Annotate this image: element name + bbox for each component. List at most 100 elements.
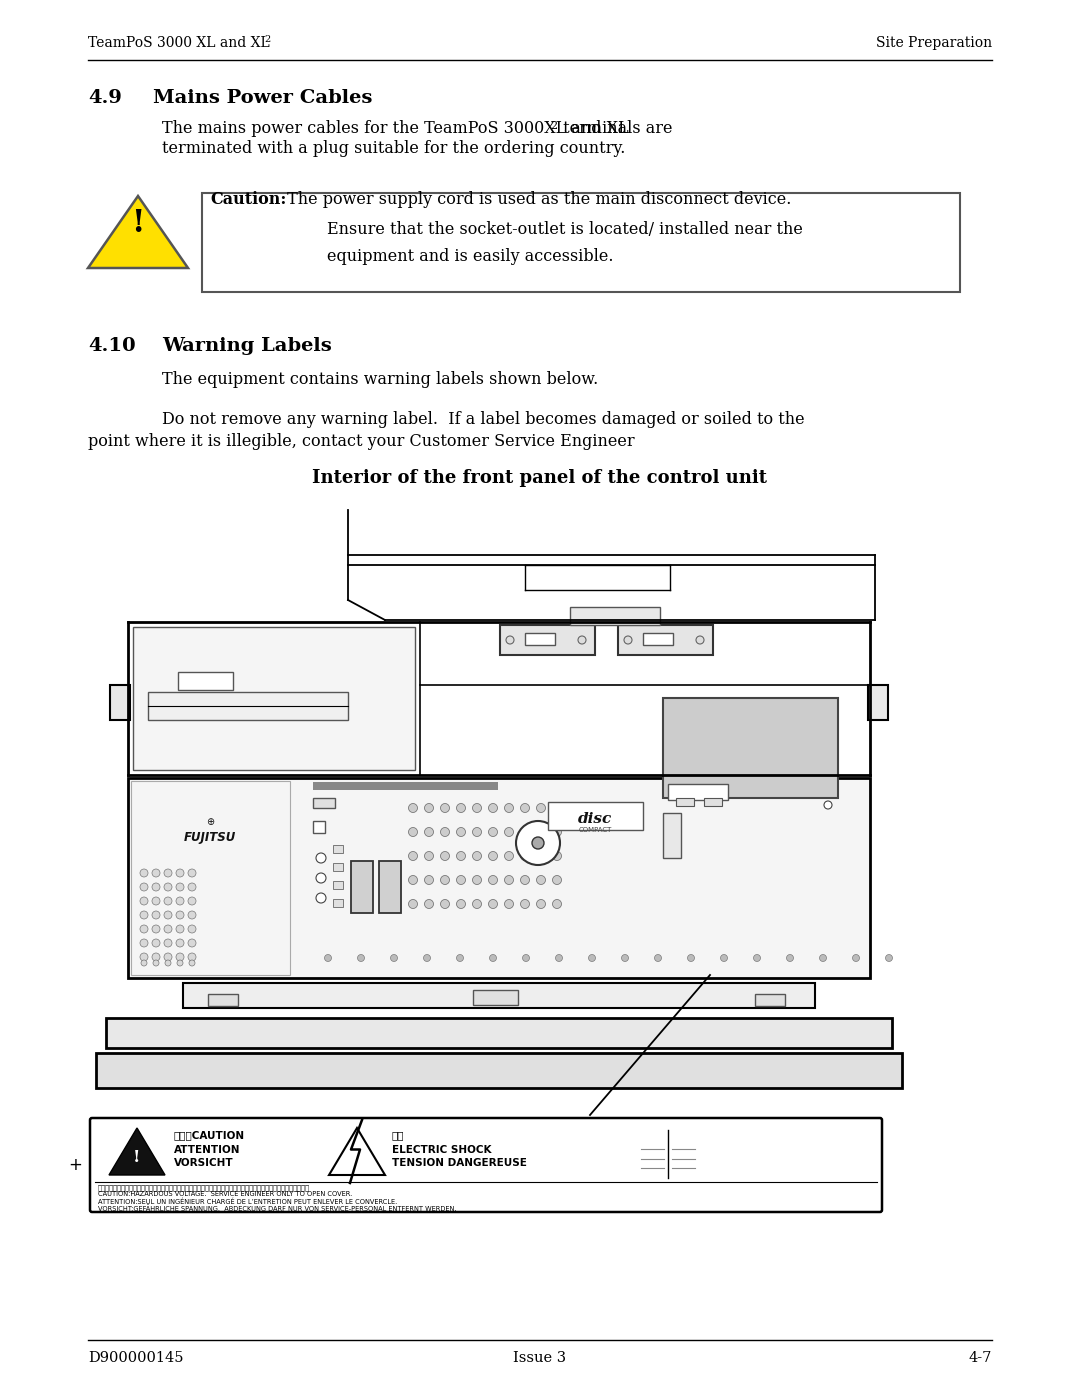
Text: Ensure that the socket-outlet is located/ installed near the: Ensure that the socket-outlet is located… bbox=[327, 221, 802, 237]
FancyBboxPatch shape bbox=[90, 1118, 882, 1213]
Circle shape bbox=[188, 911, 195, 919]
Circle shape bbox=[441, 827, 449, 837]
Bar bbox=[669, 784, 728, 800]
Circle shape bbox=[441, 803, 449, 813]
Text: !: ! bbox=[133, 1148, 140, 1166]
Bar bbox=[755, 995, 785, 1006]
Bar bbox=[333, 900, 343, 907]
Circle shape bbox=[188, 897, 195, 905]
Text: 2: 2 bbox=[264, 35, 270, 43]
Circle shape bbox=[391, 954, 397, 961]
Circle shape bbox=[473, 803, 482, 813]
Circle shape bbox=[488, 876, 498, 884]
Circle shape bbox=[324, 954, 332, 961]
Bar bbox=[676, 798, 694, 806]
Circle shape bbox=[532, 837, 544, 849]
Circle shape bbox=[720, 954, 728, 961]
Circle shape bbox=[424, 852, 433, 861]
Circle shape bbox=[408, 900, 418, 908]
Circle shape bbox=[504, 827, 513, 837]
Circle shape bbox=[424, 900, 433, 908]
Circle shape bbox=[176, 897, 184, 905]
Circle shape bbox=[140, 953, 148, 961]
Circle shape bbox=[441, 852, 449, 861]
Circle shape bbox=[408, 827, 418, 837]
Circle shape bbox=[141, 960, 147, 965]
Circle shape bbox=[423, 954, 431, 961]
Bar bbox=[313, 821, 325, 833]
Bar bbox=[548, 802, 643, 830]
Circle shape bbox=[152, 883, 160, 891]
Circle shape bbox=[521, 852, 529, 861]
Circle shape bbox=[624, 636, 632, 644]
Circle shape bbox=[473, 852, 482, 861]
Circle shape bbox=[152, 897, 160, 905]
Text: Issue 3: Issue 3 bbox=[513, 1351, 567, 1365]
Circle shape bbox=[152, 953, 160, 961]
Bar bbox=[202, 193, 960, 292]
Polygon shape bbox=[329, 1127, 384, 1175]
Circle shape bbox=[504, 803, 513, 813]
Circle shape bbox=[316, 893, 326, 902]
Circle shape bbox=[521, 876, 529, 884]
Circle shape bbox=[507, 636, 514, 644]
Bar bbox=[106, 1018, 892, 1048]
Circle shape bbox=[164, 939, 172, 947]
Circle shape bbox=[424, 876, 433, 884]
Circle shape bbox=[164, 869, 172, 877]
Text: D900000145: D900000145 bbox=[87, 1351, 184, 1365]
Circle shape bbox=[473, 876, 482, 884]
Circle shape bbox=[457, 954, 463, 961]
Circle shape bbox=[176, 883, 184, 891]
Text: Interior of the front panel of the control unit: Interior of the front panel of the contr… bbox=[312, 469, 768, 488]
Circle shape bbox=[786, 954, 794, 961]
Circle shape bbox=[424, 803, 433, 813]
Text: ATTENTION: ATTENTION bbox=[174, 1146, 241, 1155]
Bar bbox=[643, 633, 673, 645]
Bar bbox=[663, 813, 681, 858]
Text: 2: 2 bbox=[550, 122, 557, 131]
Bar bbox=[618, 624, 713, 655]
Circle shape bbox=[441, 876, 449, 884]
Circle shape bbox=[140, 925, 148, 933]
Text: The power supply cord is used as the main disconnect device.: The power supply cord is used as the mai… bbox=[282, 191, 792, 208]
Circle shape bbox=[457, 900, 465, 908]
Circle shape bbox=[504, 852, 513, 861]
Text: 4.10: 4.10 bbox=[87, 337, 136, 355]
Circle shape bbox=[316, 873, 326, 883]
Bar bbox=[333, 845, 343, 854]
Circle shape bbox=[488, 900, 498, 908]
Circle shape bbox=[521, 803, 529, 813]
Circle shape bbox=[553, 852, 562, 861]
Circle shape bbox=[164, 953, 172, 961]
Circle shape bbox=[140, 911, 148, 919]
Circle shape bbox=[316, 854, 326, 863]
Text: 注意：内部には危険電圧部分があり、感電するおそれがあります。保守担当者以外の方はカバーを開けないで下さい。: 注意：内部には危険電圧部分があり、感電するおそれがあります。保守担当者以外の方は… bbox=[98, 1185, 310, 1190]
Circle shape bbox=[140, 869, 148, 877]
Bar bbox=[525, 633, 555, 645]
Circle shape bbox=[152, 911, 160, 919]
Text: Caution:: Caution: bbox=[210, 191, 286, 208]
Circle shape bbox=[188, 925, 195, 933]
Circle shape bbox=[140, 897, 148, 905]
Bar bbox=[313, 782, 498, 789]
Circle shape bbox=[578, 636, 586, 644]
Circle shape bbox=[696, 636, 704, 644]
Bar bbox=[97, 1125, 267, 1185]
Text: terminated with a plug suitable for the ordering country.: terminated with a plug suitable for the … bbox=[162, 140, 625, 156]
Circle shape bbox=[488, 827, 498, 837]
Text: point where it is illegible, contact your Customer Service Engineer: point where it is illegible, contact you… bbox=[87, 433, 635, 450]
Text: 4-7: 4-7 bbox=[969, 1351, 993, 1365]
Circle shape bbox=[688, 954, 694, 961]
Circle shape bbox=[152, 925, 160, 933]
Bar bbox=[473, 990, 518, 1004]
Text: ⊕: ⊕ bbox=[206, 817, 214, 827]
Circle shape bbox=[537, 876, 545, 884]
Circle shape bbox=[164, 925, 172, 933]
Circle shape bbox=[473, 827, 482, 837]
Circle shape bbox=[457, 803, 465, 813]
Circle shape bbox=[424, 827, 433, 837]
Circle shape bbox=[553, 827, 562, 837]
Bar bbox=[183, 983, 815, 1009]
Text: VORSICHT:GEFÄHRLICHE SPANNUNG.  ABDECKUNG DARF NUR VON SERVICE-PERSONAL ENTFERNT: VORSICHT:GEFÄHRLICHE SPANNUNG. ABDECKUNG… bbox=[98, 1206, 457, 1211]
